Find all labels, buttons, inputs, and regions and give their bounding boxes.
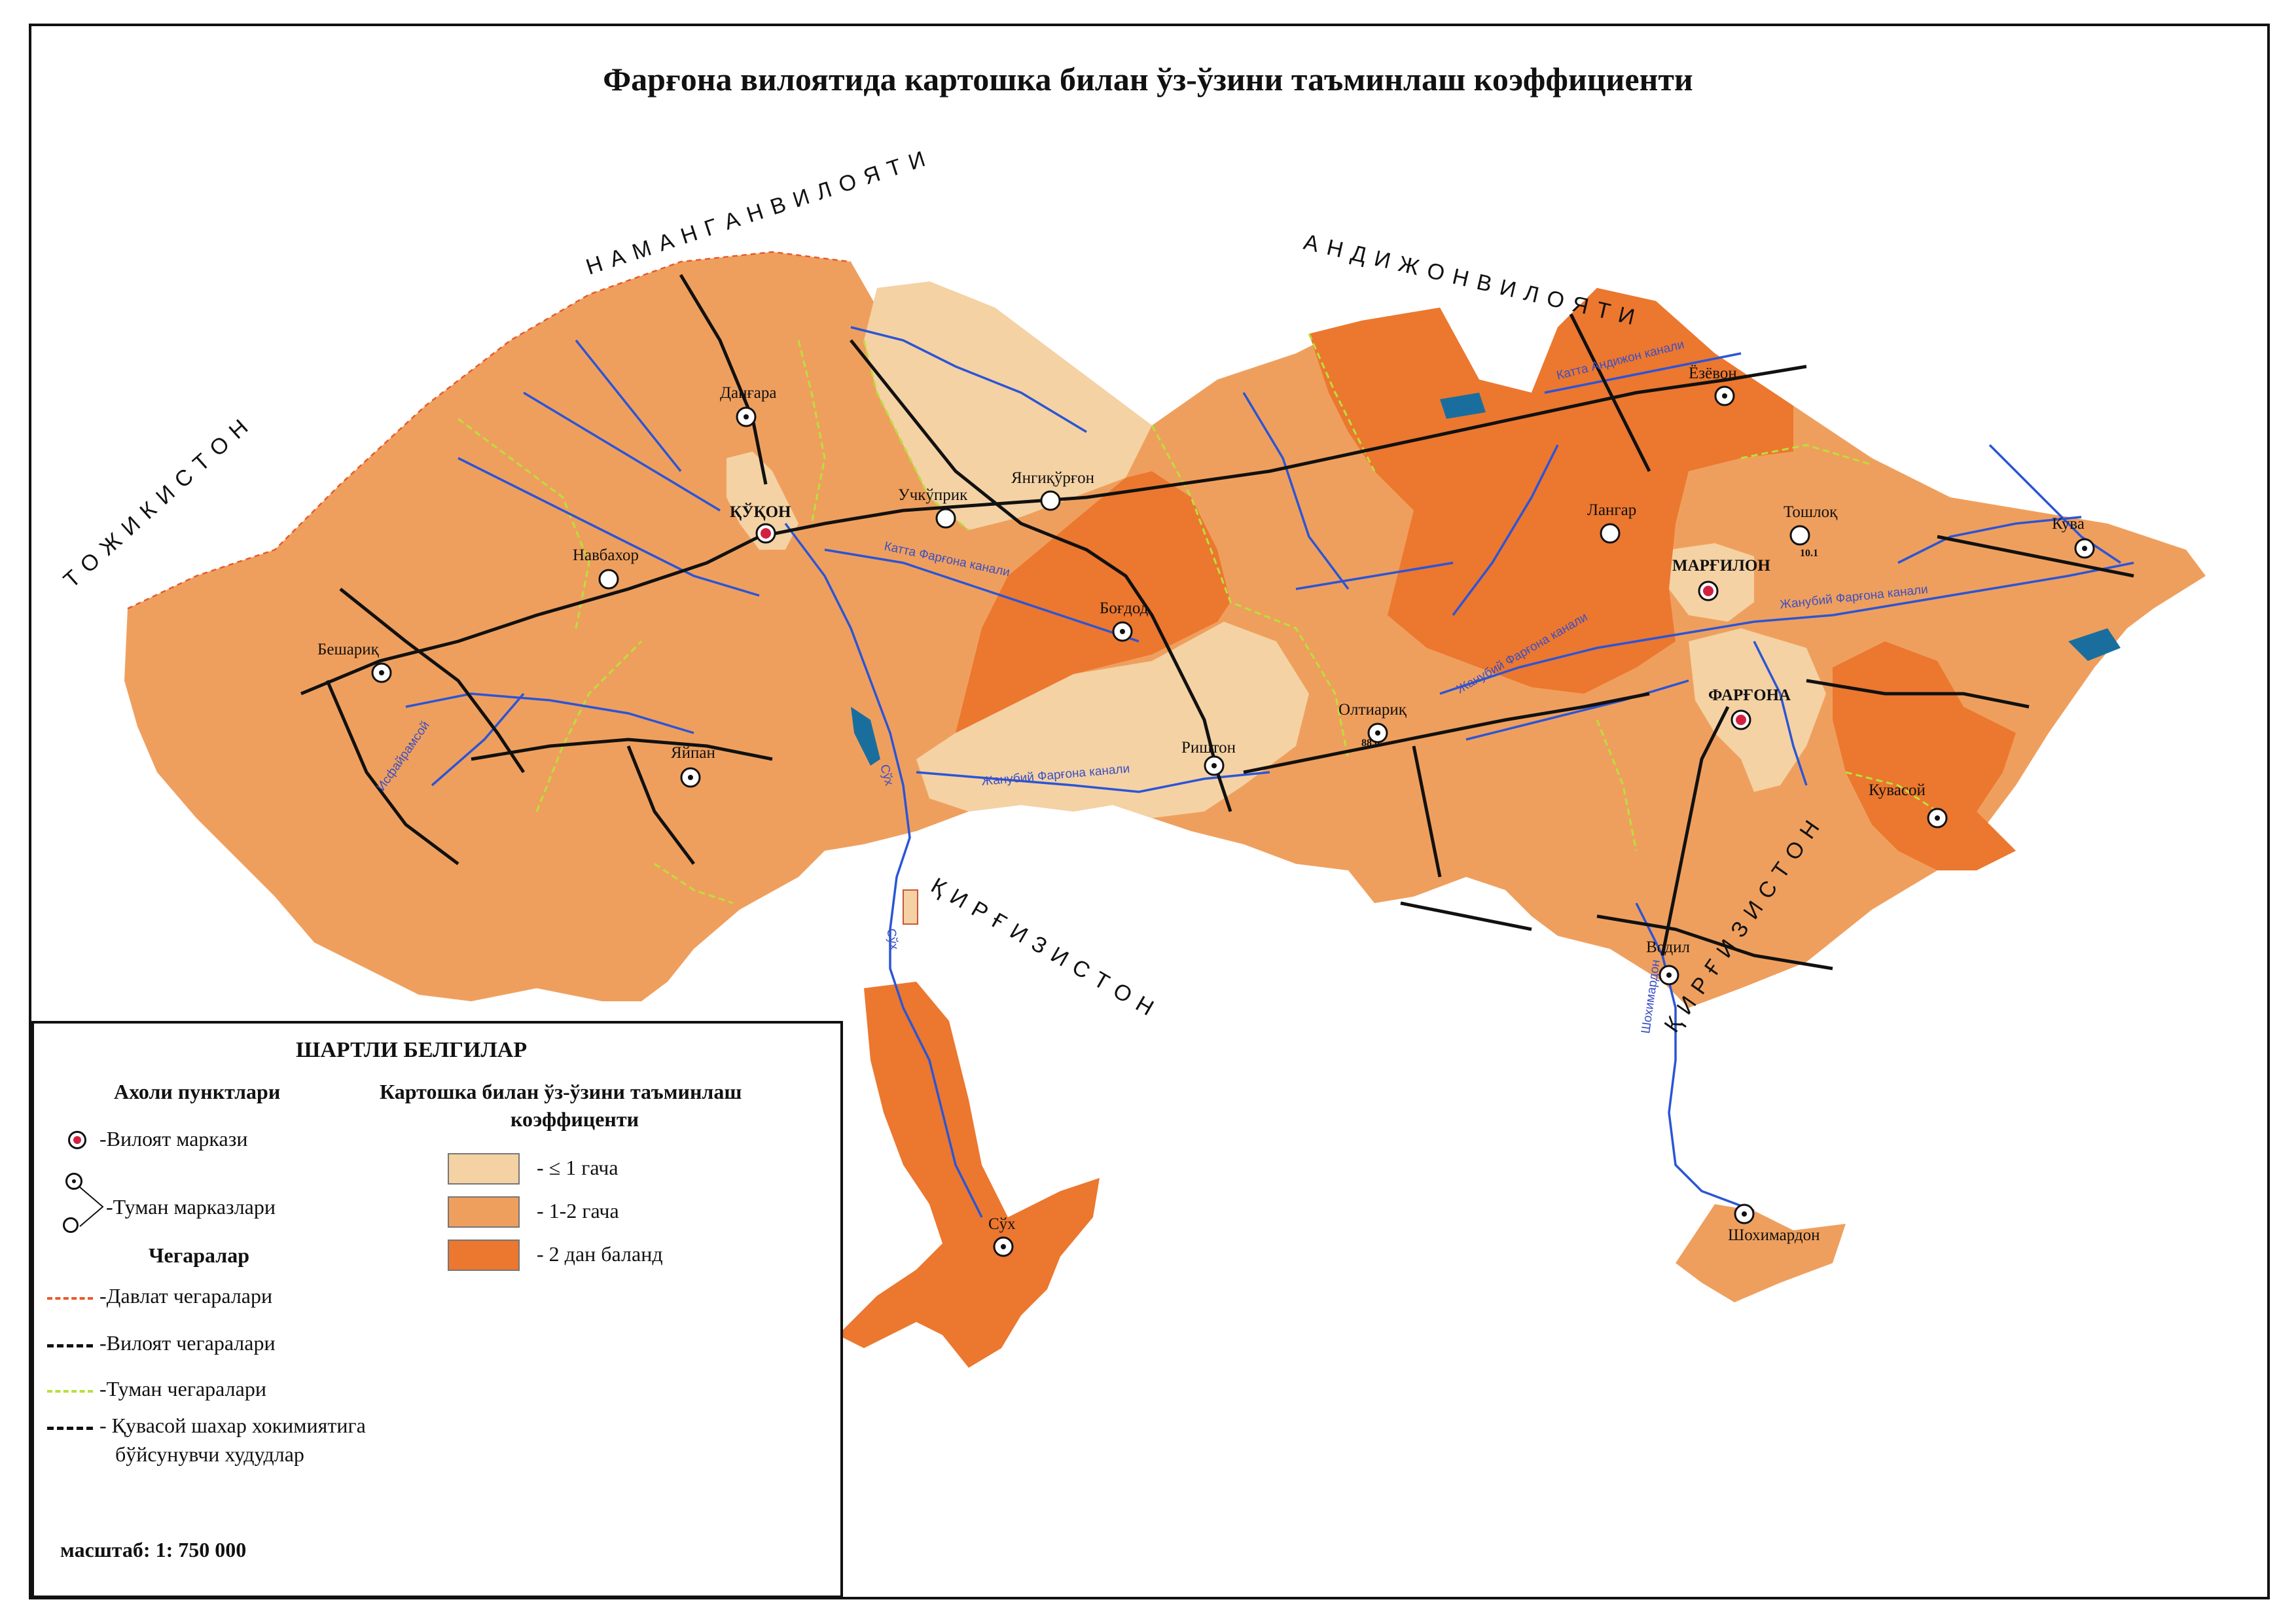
legend-region-border: -Вилоят чегаралари [99, 1331, 276, 1355]
city-label-oltiariq: Олтиариқ [1338, 701, 1407, 719]
city-label-yaypan: Яйпан [671, 744, 715, 762]
zone-high-sox [838, 982, 1100, 1368]
city-label-beshariq: Бешариқ [317, 641, 380, 658]
city-label-kokon: ҚЎҚОН [730, 503, 791, 521]
legend-scale: масштаб: 1: 750 000 [60, 1538, 247, 1561]
swatch-high [448, 1240, 520, 1271]
label-andijon: А Н Д И Ж О Н В И Л О Я Т И [1301, 230, 1638, 330]
map-title: Фарғона вилоятида картошка билан ўз-ўзин… [603, 61, 1693, 98]
city-label-navbahor: Навбахор [573, 546, 639, 564]
legend-district-centers: -Туман марказлари [106, 1195, 276, 1219]
city-label-toshloq: Тошлоқ [1784, 503, 1838, 521]
legend-panel: ШАРТЛИ БЕЛГИЛАР Ахоли пунктлари -Вилоят … [31, 1021, 843, 1598]
legend-class-high: - 2 дан баланд [537, 1242, 663, 1266]
city-label-quva: Кува [2052, 515, 2085, 533]
legend-borders-heading: Чегаралар [149, 1243, 250, 1267]
district-center-icon [65, 1173, 82, 1190]
roads [300, 274, 2134, 971]
region-center-fargona [1731, 709, 1751, 730]
district-center-icon-small [63, 1217, 79, 1233]
region-center-icon [68, 1131, 86, 1149]
swatch-mid [448, 1196, 520, 1228]
city-label-langar: Лангар [1587, 501, 1636, 519]
legend-bracket [79, 1186, 104, 1227]
city-label-shohimardon: Шохимардон [1728, 1226, 1820, 1244]
legend-coef-heading-2: коэффиценти [511, 1107, 639, 1131]
legend-class-mid: - 1-2 гача [537, 1199, 619, 1222]
city-label-fargona: ФАРҒОНА [1708, 687, 1791, 704]
legend-settlements-heading: Ахоли пунктлари [114, 1080, 281, 1103]
legend-region-center: -Вилоят маркази [99, 1127, 248, 1150]
swatch-low [448, 1153, 520, 1185]
city-label-uchkuprik: Учкўприк [898, 486, 968, 504]
zone-low-kokon [726, 452, 798, 550]
district-center-langar [1600, 523, 1621, 544]
rivers [405, 326, 2134, 1218]
state-border [127, 251, 852, 610]
district-centers [371, 385, 2095, 1257]
value-label-1: 10.1 [1800, 548, 1818, 559]
legend-heading: ШАРТЛИ БЕЛГИЛАР [296, 1038, 528, 1062]
city-label-rishton: Риштон [1181, 739, 1236, 757]
zone-high-quvasoy [1833, 641, 2016, 870]
legend-quvasoy-border-1: - Қувасой шахар хокимиятига [99, 1414, 366, 1437]
region-center-margilon [1698, 580, 1719, 601]
state-border-sample [47, 1297, 93, 1300]
region-border-sample [47, 1344, 93, 1347]
legend-quvasoy-border-2: бўйсунувчи худудлар [115, 1442, 304, 1466]
region-center-kokon [755, 523, 776, 544]
city-label-ezevon: Ёзёвон [1689, 365, 1737, 382]
zone-low-enclave [903, 889, 918, 925]
district-center-yangiqurgon [1040, 490, 1061, 511]
city-label-vodil: Водил [1646, 938, 1690, 956]
city-label-bogdod: Боғдод [1100, 599, 1149, 617]
district-borders [457, 333, 1938, 904]
zone-high-bogdod [956, 471, 1230, 733]
district-center-uchkuprik [935, 508, 956, 529]
city-label-yangiqurgon: Янгиқўрғон [1011, 469, 1094, 487]
district-center-toshloq [1789, 525, 1810, 546]
zone-low-uchkuprik [864, 281, 1152, 530]
legend-district-border: -Туман чегаралари [99, 1377, 266, 1400]
map-frame [29, 24, 2270, 1599]
label-kyrgyz: Қ И Р Ғ И З И С Т О Н [927, 873, 1159, 1022]
water-bodies [851, 393, 2121, 766]
district-border-sample [47, 1390, 93, 1393]
legend-class-low: - ≤ 1 гача [537, 1156, 619, 1179]
city-label-margilon: МАРҒИЛОН [1672, 557, 1770, 575]
zone-mid-shohimardon [1676, 1204, 1846, 1302]
zone-low-fargona [1689, 628, 1826, 792]
city-label-dangara: Данғара [720, 384, 776, 402]
river-sox-2: Сўх [884, 927, 901, 951]
city-label-sox: Сўх [988, 1215, 1016, 1233]
district-center-navbahor [598, 569, 619, 590]
legend-state-border: -Давлат чегаралари [99, 1284, 273, 1308]
legend-coef-heading-1: Картошка билан ўз-ўзини таъминлаш [380, 1080, 742, 1103]
quvasoy-border-sample [47, 1427, 93, 1430]
city-label-quvasoy: Кувасой [1869, 781, 1926, 799]
zone-high-toshloq [1309, 288, 1793, 694]
